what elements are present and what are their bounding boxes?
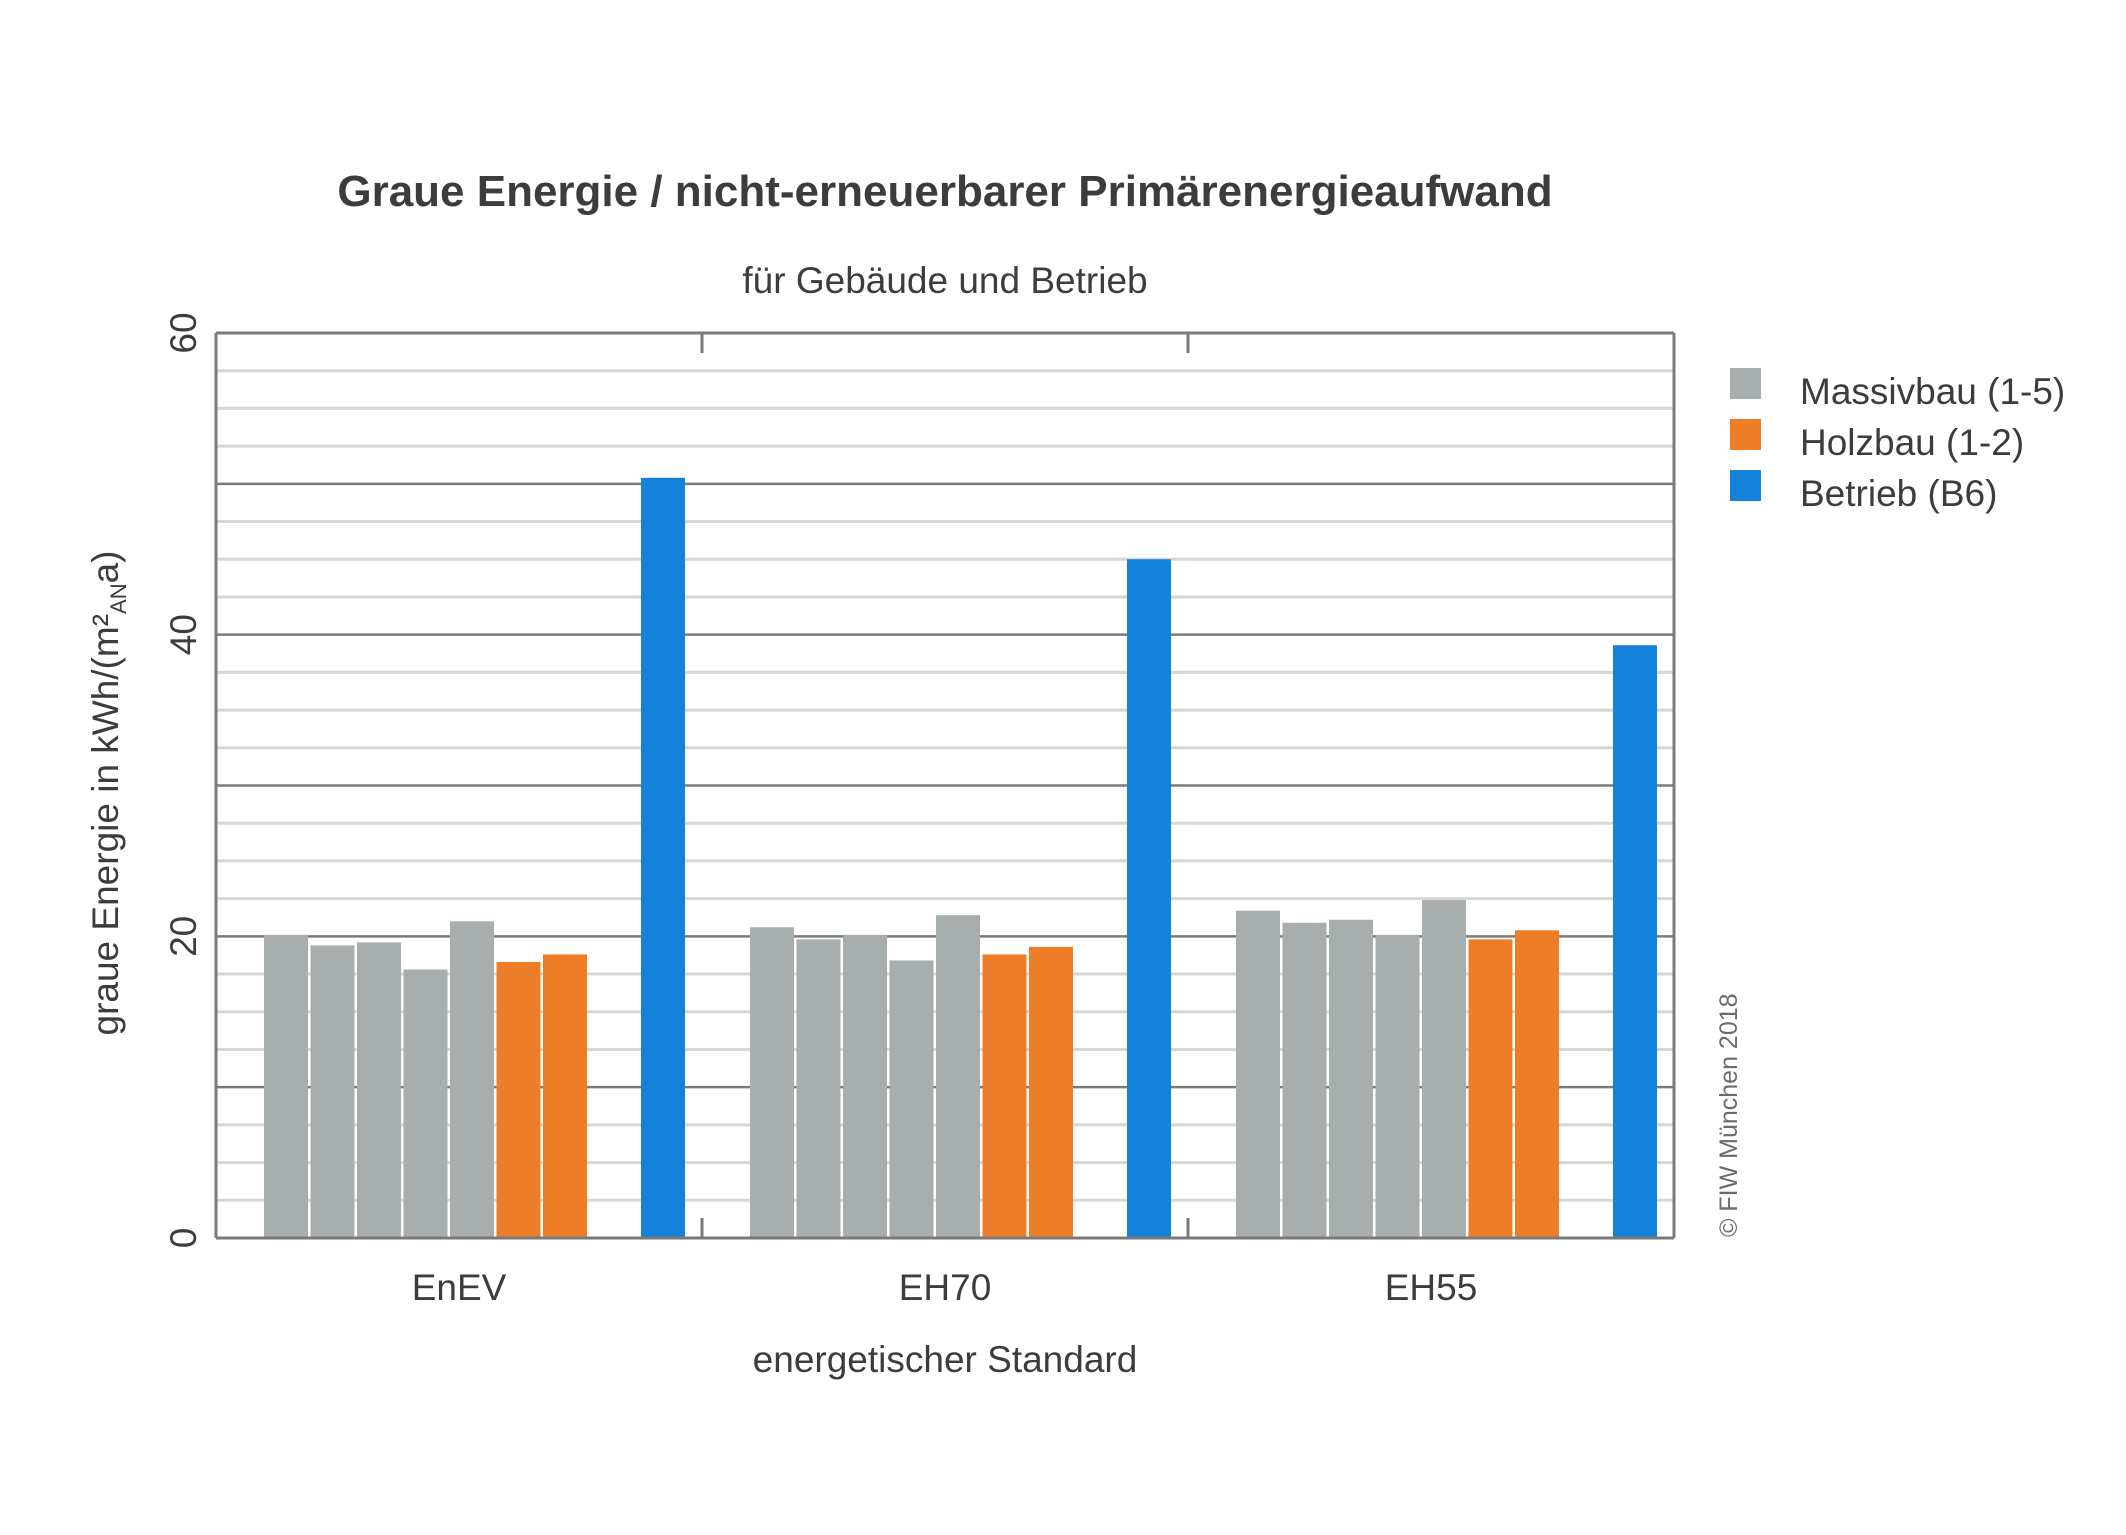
bar-betrieb <box>1613 645 1657 1238</box>
bars <box>264 477 1657 1238</box>
chart-subtitle: für Gebäude und Betrieb <box>742 260 1147 301</box>
legend: Massivbau (1-5) Holzbau (1-2) Betrieb (B6) <box>1730 368 2065 514</box>
y-tick-labels: 0 20 40 60 <box>163 312 204 1248</box>
y-axis-label-subscript: AN <box>106 583 131 614</box>
bar-betrieb <box>641 477 685 1238</box>
bar-massivbau <box>357 942 401 1238</box>
bar-holzbau <box>1468 939 1513 1238</box>
y-tick-label: 0 <box>163 1228 204 1249</box>
y-axis-label-end: a) <box>85 550 126 583</box>
legend-swatch <box>1730 368 1761 399</box>
y-axis-label: graue Energie in kWh/(m²ANa) <box>85 550 131 1035</box>
y-tick-label: 60 <box>163 312 204 353</box>
x-tick-label: EnEV <box>412 1267 507 1308</box>
bar-massivbau <box>1236 910 1280 1238</box>
copyright-note: © FIW München 2018 <box>1715 993 1743 1237</box>
svg-text:graue Energie in kWh/(m²ANa): graue Energie in kWh/(m²ANa) <box>85 550 131 1035</box>
chart-title: Graue Energie / nicht-erneuerbarer Primä… <box>337 167 1552 216</box>
bar-massivbau <box>750 927 794 1238</box>
legend-swatch <box>1730 470 1761 501</box>
bar-massivbau <box>889 960 934 1238</box>
x-tick-label: EH55 <box>1385 1267 1478 1308</box>
x-axis-label: energetischer Standard <box>753 1339 1138 1380</box>
axes <box>214 331 1676 1240</box>
bar-holzbau <box>982 954 1027 1238</box>
bar-massivbau <box>1375 934 1420 1238</box>
legend-label: Holzbau (1-2) <box>1800 422 2024 463</box>
bar-massivbau <box>403 969 448 1238</box>
bar-massivbau <box>796 939 841 1238</box>
bar-holzbau <box>1515 930 1559 1238</box>
x-tick-label: EH70 <box>899 1267 992 1308</box>
bar-holzbau <box>496 961 541 1238</box>
bar-massivbau <box>450 921 494 1238</box>
y-tick-label: 40 <box>163 614 204 655</box>
y-tick-label: 20 <box>163 916 204 957</box>
legend-label: Massivbau (1-5) <box>1800 371 2065 412</box>
legend-swatch <box>1730 419 1761 450</box>
bar-massivbau <box>1282 922 1327 1238</box>
bar-massivbau <box>1329 919 1373 1238</box>
bar-massivbau <box>310 945 355 1238</box>
bar-betrieb <box>1127 559 1171 1238</box>
bar-holzbau <box>543 954 587 1238</box>
bar-massivbau <box>843 934 887 1238</box>
x-tick-labels: EnEV EH70 EH55 <box>412 1267 1478 1308</box>
legend-label: Betrieb (B6) <box>1800 473 1997 514</box>
bar-massivbau <box>936 915 980 1238</box>
bar-massivbau <box>264 934 308 1238</box>
bar-holzbau <box>1029 946 1073 1238</box>
bar-massivbau <box>1422 900 1466 1238</box>
y-axis-label-main: graue Energie in kWh/(m² <box>85 614 126 1036</box>
